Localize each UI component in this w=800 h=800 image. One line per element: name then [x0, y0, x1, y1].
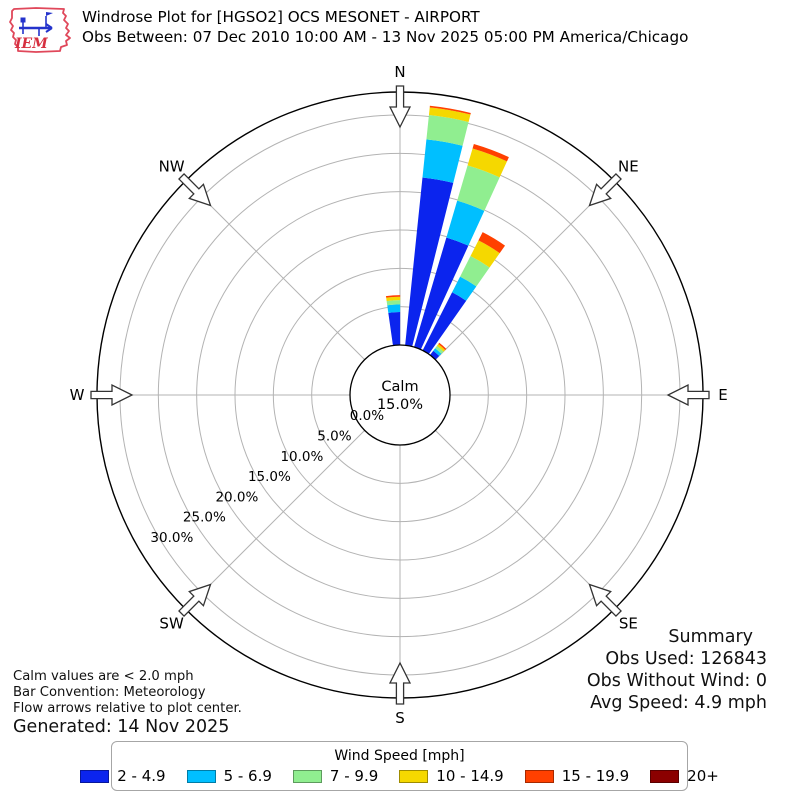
wind-bar-segment: [430, 350, 440, 360]
wind-bar-segment: [385, 295, 401, 298]
compass-label-ne: NE: [618, 158, 639, 176]
legend-title: Wind Speed [mph]: [334, 748, 465, 764]
note-calm-threshold: Calm values are < 2.0 mph: [13, 669, 194, 684]
legend-label: 10 - 14.9: [436, 767, 504, 785]
compass-label-e: E: [718, 386, 727, 404]
compass-label-w: W: [70, 386, 85, 404]
plot-subtitle: Obs Between: 07 Dec 2010 10:00 AM - 13 N…: [82, 28, 689, 46]
wind-bar-segment: [414, 237, 469, 350]
flow-arrow-se: [588, 583, 622, 617]
wind-bar-segment: [467, 148, 507, 178]
summary-title: Summary: [668, 627, 753, 647]
legend-swatch: [292, 769, 322, 783]
compass-label-sw: SW: [159, 614, 184, 632]
wind-bar-segment: [452, 276, 477, 301]
wind-bar-segment: [387, 304, 401, 313]
compass-label-se: SE: [619, 614, 638, 632]
compass-label-s: S: [395, 709, 405, 727]
iem-logo-text: IEM: [14, 36, 48, 52]
wind-bar-segment: [435, 345, 444, 354]
calm-circle: [349, 344, 451, 446]
flow-arrow-ne: [588, 173, 622, 207]
grid-spoke: [435, 430, 615, 610]
legend-entry-1: 5 - 6.9: [186, 767, 272, 785]
flow-arrow-sw: [178, 583, 212, 617]
flow-arrow-nw: [178, 173, 212, 207]
wind-bar-segment: [460, 256, 490, 287]
legend-swatch: [524, 769, 554, 783]
wind-bar-segment: [457, 165, 500, 211]
summary-block: Summary Obs Used: 126843 Obs Without Win…: [587, 626, 767, 714]
wind-bar-segment: [438, 342, 447, 350]
calm-label: Calm: [381, 379, 418, 395]
legend-label: 2 - 4.9: [117, 767, 166, 785]
legend-swatch: [650, 769, 680, 783]
wind-bar-segment: [478, 232, 506, 254]
legend-label: 5 - 6.9: [223, 767, 272, 785]
legend-label: 7 - 9.9: [329, 767, 379, 785]
wind-bar-segment: [426, 114, 469, 146]
weather-vane-icon: [19, 12, 53, 36]
wind-bar-segment: [436, 343, 446, 352]
legend-label: 15 - 19.9: [561, 767, 630, 785]
wind-bar-segment: [386, 300, 401, 306]
compass-label-nw: NW: [159, 158, 185, 176]
iem-logo: IEM: [9, 7, 71, 53]
notes-block: Calm values are < 2.0 mph Bar Convention…: [13, 669, 242, 718]
grid-spoke: [435, 180, 615, 360]
wind-bar-segment: [422, 292, 467, 355]
legend-entries: 2 - 4.9 5 - 6.9 7 - 9.9 10 - 14.9 15 - 19.9 2…: [80, 767, 719, 785]
wind-bar-segment: [428, 107, 471, 122]
legend-swatch: [399, 769, 429, 783]
legend-entry-0: 2 - 4.9: [80, 767, 166, 785]
wind-bar-segment: [472, 144, 509, 162]
ring-label: 5.0%: [317, 428, 351, 444]
generated-date: Generated: 14 Nov 2025: [13, 717, 230, 737]
note-bar-convention: Bar Convention: Meteorology: [13, 685, 206, 701]
note-flow-arrows: Flow arrows relative to plot center.: [13, 701, 242, 717]
flow-arrow-s: [388, 661, 412, 705]
summary-obs-used: Obs Used: 126843: [605, 649, 767, 669]
flow-arrow-n: [388, 85, 412, 129]
wind-bar-segment: [422, 139, 463, 183]
ring-label: 25.0%: [183, 510, 226, 526]
ring-label: 20.0%: [215, 489, 258, 505]
title-block: Windrose Plot for [HGSO2] OCS MESONET - …: [82, 7, 688, 47]
calm-percentage: 15.0%: [377, 397, 423, 413]
wind-bar-segment: [446, 200, 485, 246]
summary-obs-without-wind: Obs Without Wind: 0: [586, 671, 767, 691]
legend-label: 20+: [687, 767, 719, 785]
wind-bar-segment: [388, 312, 401, 346]
legend-entry-3: 10 - 14.9: [399, 767, 504, 785]
wind-bar-segment: [470, 240, 500, 268]
ring-label: 10.0%: [280, 449, 323, 465]
grid-spoke: [185, 430, 365, 610]
wind-bar-segment: [433, 348, 442, 356]
ring-label: 0.0%: [350, 408, 384, 424]
ring-label: 15.0%: [248, 469, 291, 485]
wind-bar-segment: [405, 177, 454, 347]
plot-title: Windrose Plot for [HGSO2] OCS MESONET - …: [82, 8, 480, 26]
wind-bar-segment: [386, 296, 401, 302]
legend-entry-4: 15 - 19.9: [524, 767, 630, 785]
grid-spoke: [185, 180, 365, 360]
wind-speed-legend: Wind Speed [mph] 2 - 4.9 5 - 6.9 7 - 9.9 10…: [80, 741, 719, 791]
flow-arrow-w: [90, 383, 134, 407]
legend-entry-2: 7 - 9.9: [292, 767, 379, 785]
compass-label-n: N: [394, 63, 405, 81]
legend-entry-5: 20+: [650, 767, 719, 785]
legend-swatch: [80, 769, 110, 783]
legend-swatch: [186, 769, 216, 783]
summary-avg-speed: Avg Speed: 4.9 mph: [590, 693, 767, 713]
wind-bar-segment: [429, 105, 471, 115]
ring-label: 30.0%: [150, 530, 193, 546]
flow-arrow-e: [666, 383, 710, 407]
